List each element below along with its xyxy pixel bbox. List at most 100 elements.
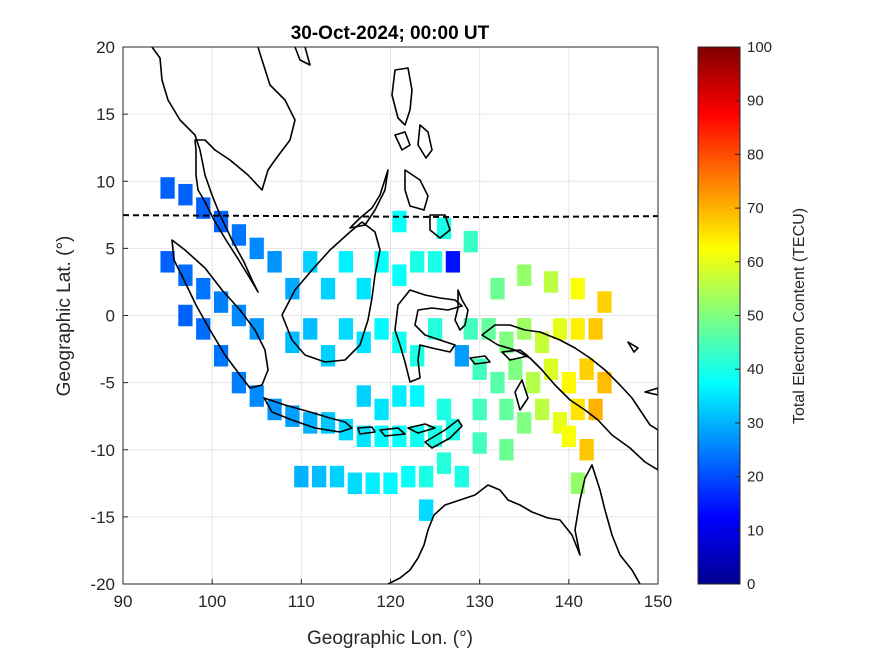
tec-cell [570, 472, 585, 495]
y-tick-label: -10 [90, 441, 115, 460]
tec-cell [499, 439, 514, 461]
tec-cell [570, 318, 585, 340]
tec-cell [231, 371, 247, 394]
colorbar-tick-label: 90 [747, 93, 764, 110]
tec-cell [463, 230, 478, 253]
tec-cell [499, 331, 514, 354]
colorbar-tick-label: 70 [747, 200, 764, 217]
tec-cell [570, 398, 585, 421]
tec-cell [347, 472, 362, 495]
y-axis-label: Geographic Lat. (°) [54, 236, 75, 397]
tec-cell [285, 277, 300, 300]
tec-cell [267, 251, 282, 273]
colorbar-tick-label: 50 [747, 308, 764, 325]
tec-cell [338, 251, 354, 273]
y-tick-labels: 20 15 10 5 0 -5 -10 -15 -20 [90, 38, 128, 594]
tec-cell [374, 425, 389, 448]
tec-cell [490, 277, 505, 300]
tec-cell [285, 331, 300, 354]
tec-cell [312, 465, 327, 488]
tec-cell [579, 358, 594, 380]
colorbar-tick-label: 100 [747, 39, 772, 56]
tec-cells [160, 177, 612, 521]
tec-cell [543, 358, 559, 380]
tec-cell [552, 318, 568, 340]
x-tick-label: 140 [555, 592, 583, 611]
chart-title: 30-Oct-2024; 00:00 UT [291, 23, 490, 44]
y-tick-label: -5 [100, 374, 115, 393]
tec-cell [383, 472, 398, 495]
tec-cell [579, 439, 594, 461]
tec-cell [517, 264, 532, 286]
tec-cell [543, 271, 559, 293]
tec-cell [303, 412, 318, 434]
colorbar-label: Total Electron Content (TECU) [791, 208, 808, 424]
tec-cell [231, 224, 247, 246]
tec-cell [472, 398, 487, 421]
tec-cell [445, 418, 461, 441]
tec-cell [196, 318, 211, 340]
tec-cell [561, 371, 576, 394]
tec-cell [517, 412, 532, 434]
y-tick-label: 20 [96, 38, 115, 57]
tec-cell [196, 197, 211, 219]
tec-cell [481, 318, 496, 340]
tec-cell [401, 465, 416, 488]
tec-cell [356, 385, 371, 407]
grid-lines [123, 47, 658, 584]
tec-cell [597, 371, 612, 394]
tec-cell [561, 425, 576, 448]
tec-cell [249, 318, 264, 340]
tec-cell [508, 358, 523, 380]
tec-cell [436, 452, 452, 474]
colorbar-tick-label: 40 [747, 361, 764, 378]
tec-cell [249, 237, 264, 260]
colorbar-tick-label: 80 [747, 146, 764, 163]
tec-cell [320, 277, 336, 300]
tec-cell [196, 277, 211, 300]
tec-cell [534, 331, 550, 354]
colorbar [697, 46, 741, 585]
tec-cell [534, 398, 550, 421]
tec-cell [472, 358, 487, 380]
tec-cell [526, 371, 541, 394]
tec-cell [374, 318, 389, 340]
y-tick-label: -15 [90, 508, 115, 527]
tec-cell [320, 412, 336, 434]
x-axis-label: Geographic Lon. (°) [307, 628, 473, 649]
colorbar-tick-label: 30 [747, 415, 764, 432]
tec-cell [231, 304, 247, 327]
tec-cell [472, 432, 487, 454]
tec-cell [338, 318, 354, 340]
tec-cell [454, 465, 469, 488]
tec-cell [410, 345, 425, 367]
tec-cell [213, 345, 229, 367]
colorbar-tick-label: 10 [747, 522, 764, 539]
tec-cell [365, 472, 380, 495]
x-tick-labels: 90 100 110 120 130 140 150 [114, 579, 672, 611]
tec-cell [213, 291, 229, 313]
tec-cell [303, 251, 318, 273]
tec-cell [410, 425, 425, 448]
tec-cell [427, 251, 443, 273]
tec-cell [588, 398, 603, 421]
magnetic-equator-line [122, 214, 659, 219]
tec-cell [410, 385, 425, 407]
tec-cell [374, 398, 389, 421]
x-tick-label: 110 [288, 592, 315, 611]
coastlines [151, 47, 658, 584]
tec-cell [392, 264, 407, 286]
colorbar-tick-label: 0 [747, 576, 755, 593]
x-tick-label: 150 [644, 592, 672, 611]
tec-cell [356, 277, 371, 300]
tec-cell [392, 385, 407, 407]
tec-cell [303, 318, 318, 340]
tec-cell [294, 465, 309, 488]
tec-cell [588, 318, 603, 340]
tec-cell [419, 465, 434, 488]
tec-cell [160, 251, 175, 273]
tec-cell [427, 318, 443, 340]
y-tick-label: 10 [96, 172, 115, 191]
